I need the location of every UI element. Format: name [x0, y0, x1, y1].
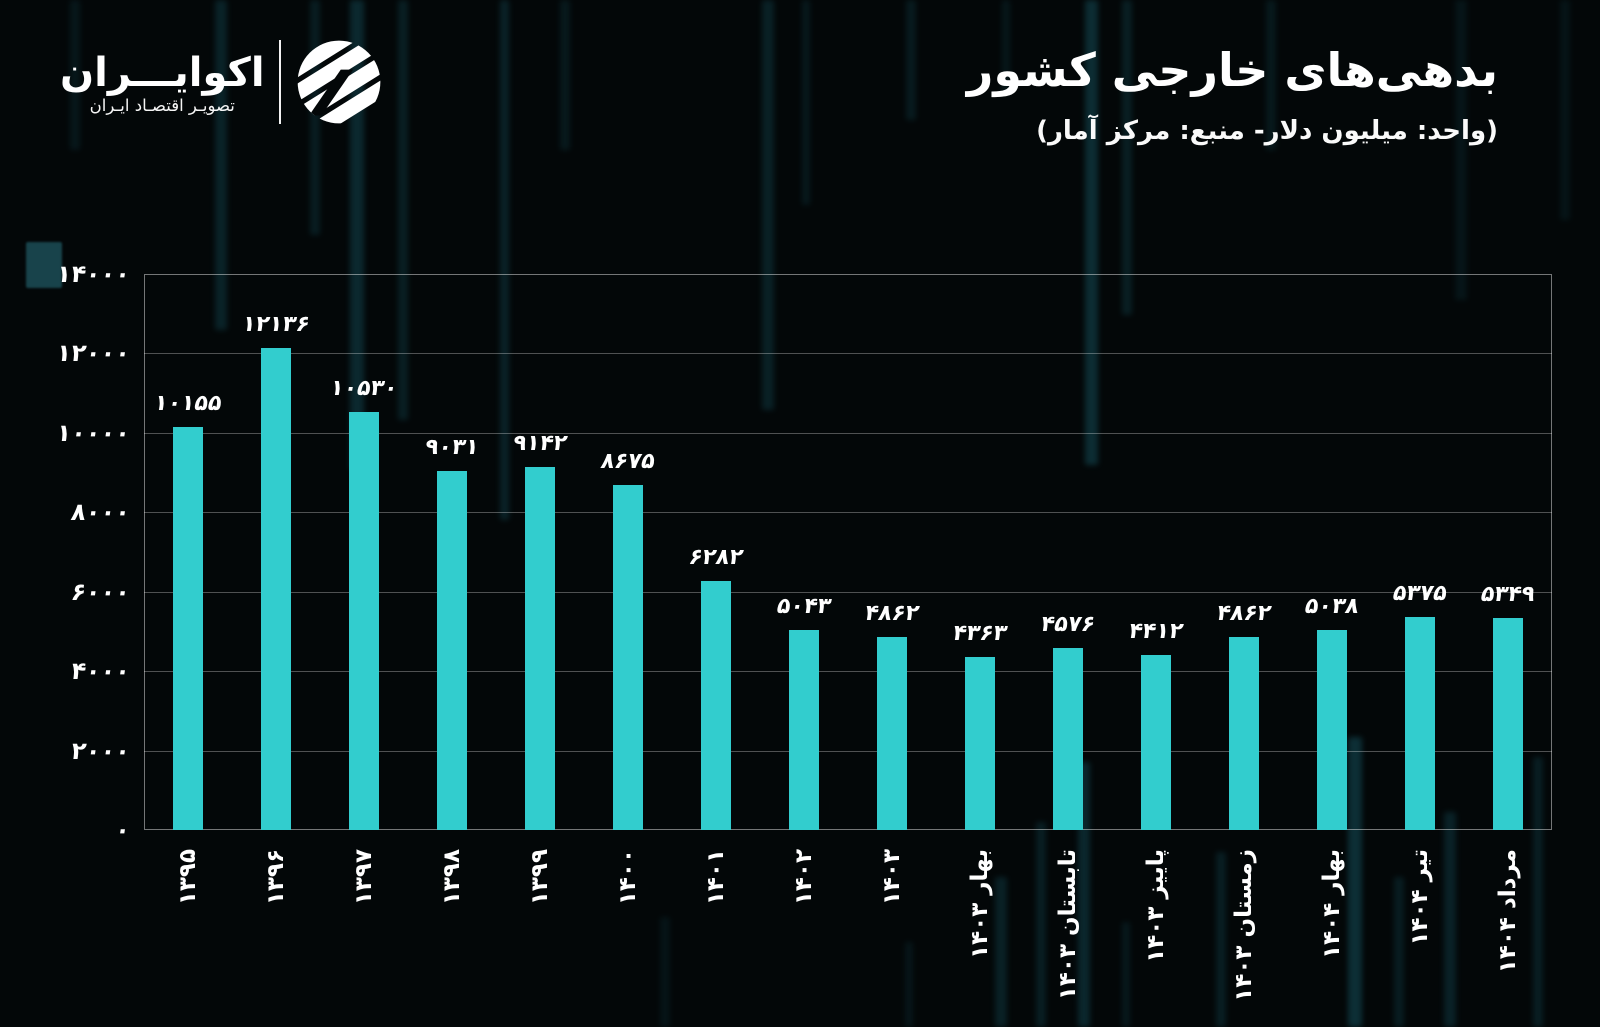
bg-streak: [1122, 0, 1132, 315]
bg-streak: [215, 0, 227, 330]
bg-streak: [1122, 922, 1130, 1027]
bg-streak: [1533, 757, 1543, 1027]
bar: [1493, 618, 1523, 830]
chart-title: بدهی‌های خارجی کشور: [966, 43, 1498, 97]
y-axis-tick-label: ۸۰۰۰: [69, 498, 132, 526]
bg-streak: [1444, 812, 1456, 1027]
bg-streak: [350, 0, 364, 470]
bar-value-label: ۸۶۷۵: [598, 449, 658, 474]
y-axis-tick-label: ۱۰۰۰۰: [54, 419, 132, 447]
gridline: [144, 671, 1552, 672]
bg-streak: [660, 917, 670, 1027]
y-axis-tick-label: ۰: [113, 816, 132, 844]
bg-streak: [398, 0, 408, 420]
gridline: [144, 751, 1552, 752]
bg-streak: [906, 0, 916, 120]
bg-streak: [802, 0, 810, 205]
logo-divider: [278, 40, 281, 124]
gridline: [144, 433, 1552, 434]
bar-value-label: ۶۲۸۲: [686, 545, 746, 570]
y-axis-tick-label: ۱۴۰۰۰: [54, 260, 132, 288]
bar: [877, 637, 907, 830]
bg-streak: [560, 0, 570, 150]
bar: [613, 485, 643, 830]
brand-logo: اکوایـــران تصویـر اقتصـاد ایـران: [60, 38, 383, 126]
bar: [525, 467, 555, 830]
bar: [437, 471, 467, 830]
bar: [261, 348, 291, 830]
y-axis-tick-label: ۶۰۰۰: [69, 578, 132, 606]
bg-streak: [905, 942, 913, 1027]
bar: [1053, 648, 1083, 830]
bar: [1317, 630, 1347, 830]
bg-streak: [1455, 0, 1467, 300]
brand-tagline: تصویـر اقتصـاد ایـران: [89, 95, 235, 115]
bg-streak: [762, 0, 774, 410]
gridline: [144, 353, 1552, 354]
bg-streak: [1002, 0, 1010, 95]
bar: [1141, 655, 1171, 830]
bg-streak: [995, 877, 1007, 1027]
bar: [1405, 617, 1435, 830]
bg-streak: [310, 0, 320, 235]
chart-header: بدهی‌های خارجی کشور (واحد: میلیون دلار- …: [967, 42, 1498, 146]
gridline: [144, 592, 1552, 593]
bar: [789, 630, 819, 830]
bg-streak: [1560, 0, 1570, 220]
bg-streak: [1348, 737, 1362, 1027]
brand-wordmark: اکوایـــران: [60, 49, 265, 96]
chart-subtitle: (واحد: میلیون دلار- منبع: مرکز آمار): [1036, 115, 1498, 146]
plot-area: [144, 274, 1552, 830]
y-axis-tick-label: ۴۰۰۰: [69, 657, 132, 685]
bg-streak: [1216, 852, 1226, 1027]
bar-value-label: ۵۳۴۹: [1478, 582, 1538, 607]
bar-value-label: ۱۰۱۵۵: [152, 391, 224, 416]
bg-streak: [1036, 822, 1046, 1027]
bg-streak: [500, 0, 509, 520]
gridline: [144, 512, 1552, 513]
bg-streak: [1394, 877, 1404, 1027]
bg-streak: [1085, 0, 1098, 465]
bar: [173, 427, 203, 830]
bar: [701, 581, 731, 830]
bar-value-label: ۱۰۵۳۰: [328, 376, 400, 401]
bar: [965, 657, 995, 830]
bg-streak: [1266, 0, 1276, 150]
bg-accent-square: [26, 242, 62, 288]
bg-streak: [70, 0, 80, 150]
bar-value-label: ۱۲۱۳۶: [240, 312, 312, 337]
ecoiran-logo-icon: [297, 40, 380, 124]
y-axis-tick-label: ۲۰۰۰: [69, 737, 132, 765]
y-axis-tick-label: ۱۲۰۰۰: [54, 339, 132, 367]
bar: [1229, 637, 1259, 830]
bar: [349, 412, 379, 830]
